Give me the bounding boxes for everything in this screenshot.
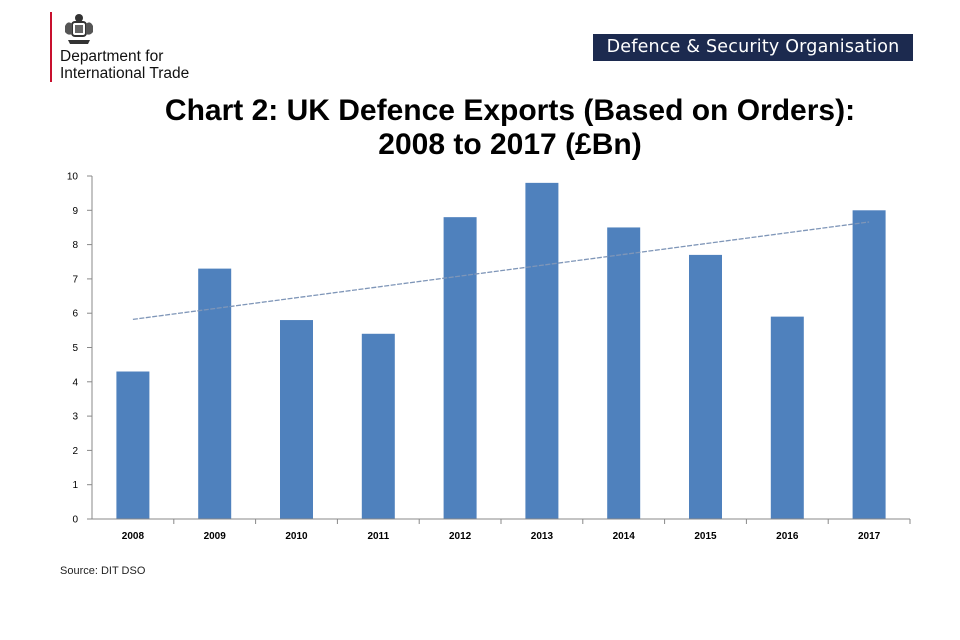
chart-title: Chart 2: UK Defence Exports (Based on Or… — [60, 94, 960, 162]
bar-2017 — [852, 210, 886, 520]
bar-2009 — [198, 268, 232, 519]
logo-accent-bar — [50, 12, 52, 82]
department-logo: Department for International Trade — [50, 12, 250, 84]
organisation-badge: Defence & Security Organisation — [593, 34, 913, 61]
x-label-2012: 2012 — [449, 531, 472, 542]
y-tick-label: 2 — [72, 446, 78, 457]
trend-line — [132, 221, 870, 321]
x-label-2011: 2011 — [367, 531, 389, 542]
source-note: Source: DIT DSO — [60, 565, 146, 577]
bar-2013 — [525, 182, 559, 520]
y-tick-label: 1 — [72, 480, 78, 491]
royal-crest-icon — [65, 14, 93, 44]
x-label-2014: 2014 — [613, 531, 636, 542]
bar-2008 — [116, 371, 150, 519]
department-name-line1: Department for — [60, 48, 164, 65]
x-label-2009: 2009 — [204, 531, 227, 542]
x-axis-labels: 2008 2009 2010 2011 2012 2013 2014 2015 2016 2017 — [122, 519, 911, 542]
chart-title-line2: 2008 to 2017 (£Bn) — [378, 128, 642, 161]
y-tick-label: 5 — [72, 343, 78, 354]
x-label-2015: 2015 — [694, 531, 717, 542]
bars — [116, 182, 886, 520]
y-tick-label: 0 — [72, 515, 78, 526]
x-label-2013: 2013 — [531, 531, 554, 542]
bar-2012 — [443, 217, 477, 519]
y-tick-label: 7 — [72, 274, 78, 285]
y-tick-label: 3 — [72, 412, 78, 423]
bar-2015 — [689, 254, 722, 519]
x-label-2017: 2017 — [858, 531, 881, 542]
department-name: Department for International Trade — [60, 48, 189, 82]
bar-2011 — [361, 333, 395, 519]
bar-2016 — [770, 316, 804, 519]
bar-2010 — [280, 320, 313, 519]
y-axis-ticks: 0 1 2 3 4 5 6 7 8 9 10 — [67, 172, 92, 526]
department-name-line2: International Trade — [60, 65, 190, 82]
y-tick-label: 9 — [72, 206, 78, 217]
bar-2014 — [607, 227, 641, 519]
x-label-2016: 2016 — [776, 531, 799, 542]
x-label-2010: 2010 — [285, 531, 308, 542]
y-tick-label: 6 — [72, 309, 78, 320]
y-tick-label: 10 — [67, 172, 79, 183]
y-tick-label: 4 — [72, 377, 78, 388]
chart-title-line1: Chart 2: UK Defence Exports (Based on Or… — [164, 94, 856, 127]
y-tick-label: 8 — [72, 240, 78, 251]
x-label-2008: 2008 — [122, 531, 145, 542]
